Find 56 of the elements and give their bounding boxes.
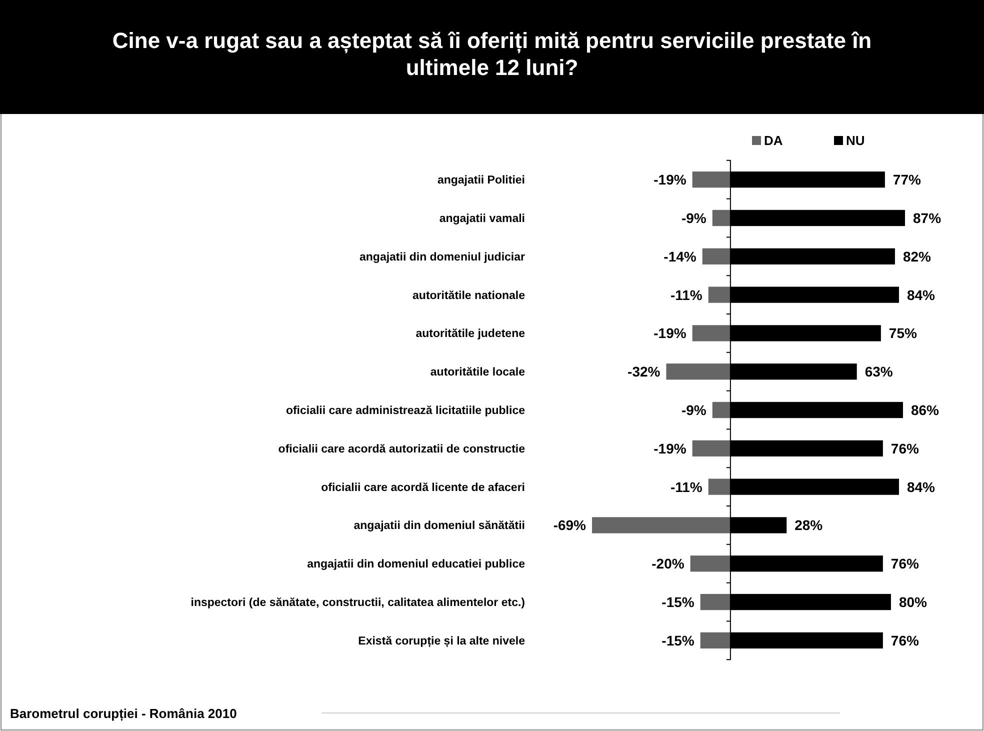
data-label: -9% (681, 210, 707, 226)
bar (692, 440, 730, 456)
data-label: -9% (681, 402, 707, 418)
bar (708, 286, 730, 303)
data-label: 87% (913, 210, 942, 226)
data-label: -15% (662, 594, 695, 610)
data-label: -32% (628, 364, 661, 380)
y-tick-label: Există corupție și la alte nivele (358, 635, 525, 648)
bar (700, 594, 730, 610)
y-tick-label: angajatii Politiei (437, 174, 525, 187)
y-tick-label: angajatii din domeniul judiciar (360, 251, 526, 264)
y-tick-label: oficialii care administrează licitatiile publice (286, 405, 525, 417)
y-tick-label: angajatii din domeniul educatiei publice (307, 558, 525, 571)
bar (712, 210, 730, 226)
bar (692, 325, 730, 342)
legend-label: DA (764, 133, 784, 148)
y-tick-label: autoritătile judetene (416, 328, 525, 340)
data-label: -11% (670, 478, 703, 495)
data-label: 84% (906, 286, 936, 303)
data-label: 76% (890, 632, 920, 648)
y-tick-label: angajatii din domeniul sănătătii (354, 520, 525, 532)
legend-label: NU (846, 133, 865, 148)
y-tick-label: oficialii care acordă autorizatii de constructie (278, 443, 525, 456)
data-label: 28% (794, 517, 824, 534)
data-label: -69% (553, 517, 587, 534)
bar (692, 172, 730, 188)
bar (702, 248, 730, 264)
bar (592, 517, 730, 534)
data-label: -19% (654, 440, 687, 456)
bar (666, 364, 730, 380)
chart-title: Cine v-a rugat sau a așteptat să îi oferiți mită pentru serviciile prestate în ultimele 12 luni? (112, 28, 872, 80)
data-label: -20% (652, 556, 685, 572)
data-label: -15% (662, 632, 695, 648)
data-label: 63% (864, 364, 894, 380)
y-tick-label: angajatii vamali (439, 212, 525, 225)
data-label: 80% (898, 594, 928, 610)
data-label: 82% (902, 248, 932, 264)
data-label: 77% (892, 172, 922, 188)
text: Barometrul corupției - România 2010 (10, 706, 237, 722)
data-label: -11% (670, 286, 703, 303)
bar (708, 478, 730, 495)
data-label: -14% (664, 248, 697, 264)
y-tick-label: autoritătile nationale (412, 290, 525, 302)
data-label: -19% (654, 325, 687, 342)
bar (700, 632, 730, 648)
data-label: 76% (890, 440, 920, 456)
y-tick-label: autoritătile locale (430, 366, 525, 379)
bar (690, 556, 730, 572)
y-tick-label: inspectori (de sănătate, constructii, calitatea alimentelor etc.) (190, 597, 526, 610)
y-tick-label: oficialii care acordă licente de afaceri (321, 482, 525, 494)
data-label: -19% (654, 172, 687, 188)
data-label: 75% (888, 325, 918, 342)
data-label: 76% (890, 556, 920, 572)
data-label: 84% (906, 478, 936, 495)
data-label: 86% (910, 402, 940, 418)
bar (712, 402, 730, 418)
